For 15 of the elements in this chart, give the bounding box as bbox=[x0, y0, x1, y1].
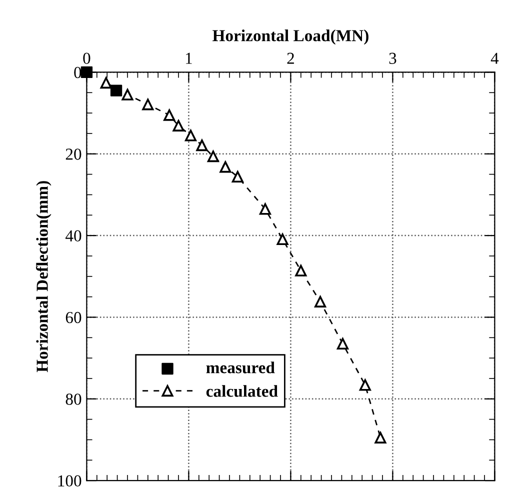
y-tick-label: 80 bbox=[66, 394, 82, 405]
y-tick-label: 60 bbox=[66, 312, 82, 324]
x-tick-label: 1 bbox=[186, 52, 192, 64]
x-tick-label: 3 bbox=[389, 52, 396, 64]
x-axis-title: Horizontal Load(MN) bbox=[212, 30, 368, 45]
y-tick-label: 0 bbox=[74, 66, 82, 78]
x-tick-label: 4 bbox=[490, 52, 499, 64]
x-tick-label: 0 bbox=[83, 52, 90, 64]
legend-label: calculated bbox=[206, 385, 278, 397]
y-tick-label: 100 bbox=[58, 475, 82, 487]
legend-label: measured bbox=[206, 362, 275, 374]
y-tick-label: 20 bbox=[66, 148, 82, 160]
y-axis-title: Horizontal Deflection(mm) bbox=[36, 181, 52, 372]
x-tick-label: 2 bbox=[287, 52, 294, 64]
y-tick-label: 40 bbox=[66, 230, 82, 242]
